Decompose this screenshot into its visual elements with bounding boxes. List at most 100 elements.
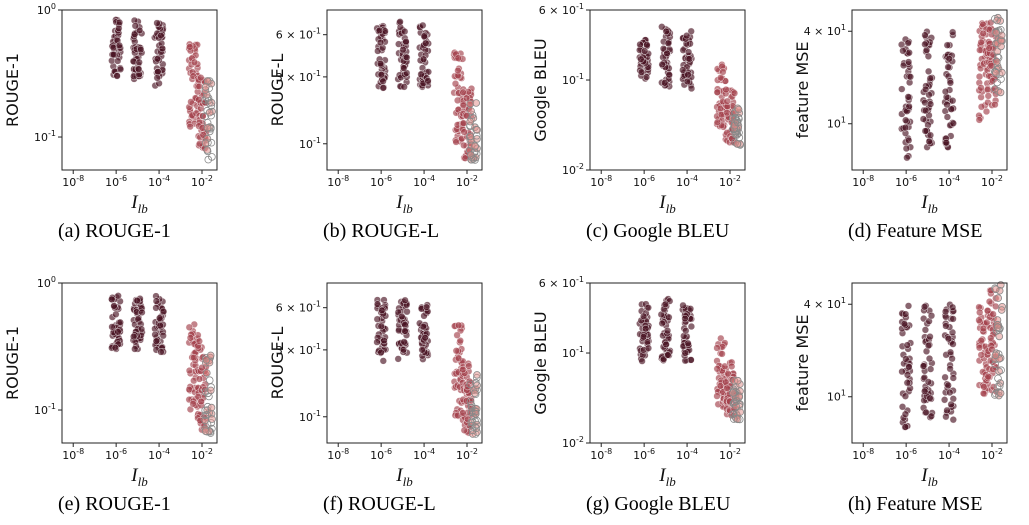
scatter-point xyxy=(989,77,997,85)
scatter-point xyxy=(901,123,910,132)
scatter-point xyxy=(197,397,205,406)
scatter-point xyxy=(189,400,197,408)
scatter-point xyxy=(713,344,721,352)
x-tick-label: 10-6 xyxy=(105,174,127,189)
scatter-point xyxy=(207,386,215,395)
scatter-point xyxy=(455,354,463,362)
y-tick-label: 10-1 xyxy=(562,345,584,360)
scatter-point xyxy=(732,397,741,405)
scatter-point xyxy=(641,47,649,55)
scatter-point xyxy=(452,138,460,146)
scatter-point xyxy=(687,322,696,331)
x-tick-label: 10-4 xyxy=(413,174,435,189)
scatter-point xyxy=(138,308,146,317)
scatter-point xyxy=(979,389,988,398)
plot-frame xyxy=(326,282,483,444)
scatter-point xyxy=(421,334,429,342)
scatter-point xyxy=(644,304,652,312)
x-tick-label: 10-6 xyxy=(895,447,917,462)
scatter-point xyxy=(158,44,167,53)
scatter-point xyxy=(661,300,670,308)
x-axis-label: Ilb xyxy=(395,192,413,216)
y-axis-label: ROUGE-L xyxy=(268,327,287,400)
x-tick-label: 10-6 xyxy=(105,447,127,462)
scatter-point xyxy=(401,27,409,36)
x-tick-label: 10-4 xyxy=(148,447,170,462)
scatter-point xyxy=(946,348,955,356)
scatter-point xyxy=(471,407,480,416)
scatter-point xyxy=(991,14,999,23)
scatter-point xyxy=(902,144,911,153)
scatter-point xyxy=(131,30,139,38)
scatter-point xyxy=(467,401,476,409)
scatter-point xyxy=(373,300,382,308)
x-tick-label: 10-2 xyxy=(191,447,213,462)
scatter-point xyxy=(187,98,195,106)
scatter-point xyxy=(993,383,1002,391)
scatter-point xyxy=(730,89,739,97)
scatter-point xyxy=(108,295,116,304)
scatter-point xyxy=(949,119,957,127)
scatter-point xyxy=(203,369,211,377)
scatter-point xyxy=(190,353,198,362)
scatter-point xyxy=(686,305,695,313)
scatter-point xyxy=(471,156,479,164)
scatter-point xyxy=(467,107,475,115)
scatter-point xyxy=(904,58,913,66)
scatter-point xyxy=(924,378,933,386)
scatter-point xyxy=(734,376,742,385)
scatter-point xyxy=(201,406,210,415)
scatter-point xyxy=(373,338,381,346)
x-tick-label: 10-8 xyxy=(590,447,612,462)
x-tick-label: 10-2 xyxy=(719,447,741,462)
scatter-point xyxy=(994,323,1002,331)
subfigure-caption: (b) ROUGE-L xyxy=(323,220,440,242)
scatter-point xyxy=(201,427,210,436)
scatter-point xyxy=(921,303,929,311)
scatter-point xyxy=(922,85,930,94)
scatter-point xyxy=(660,355,668,363)
scatter-point xyxy=(154,55,162,63)
scatter-point xyxy=(984,92,992,100)
scatter-point xyxy=(418,346,426,354)
x-tick-label: 10-2 xyxy=(981,447,1003,462)
scatter-point xyxy=(984,307,992,315)
x-tick-label: 10-6 xyxy=(633,447,655,462)
scatter-point xyxy=(197,74,205,82)
scatter-point xyxy=(947,400,955,408)
scatter-point xyxy=(109,43,118,52)
scatter-point xyxy=(713,392,721,400)
scatter-point xyxy=(190,58,199,66)
scatter-point xyxy=(718,350,726,358)
scatter-point xyxy=(944,381,952,389)
scatter-point xyxy=(115,18,124,27)
x-tick-label: 10-8 xyxy=(852,447,874,462)
scatter-point xyxy=(926,333,934,341)
y-tick-label: 3 × 10-1 xyxy=(276,342,321,357)
scatter-point xyxy=(904,39,912,47)
scatter-point xyxy=(731,398,739,406)
scatter-point xyxy=(904,302,913,310)
scatter-point xyxy=(922,106,930,115)
scatter-point xyxy=(460,128,468,136)
scatter-point xyxy=(977,84,985,92)
scatter-point xyxy=(157,31,165,40)
scatter-point xyxy=(378,306,386,315)
y-axis-label: feature MSE xyxy=(793,42,812,139)
plot-frame xyxy=(851,9,1008,171)
scatter-point xyxy=(638,357,646,365)
x-tick-label: 10-4 xyxy=(676,447,698,462)
scatter-point xyxy=(733,415,742,424)
x-tick-label: 10-2 xyxy=(191,174,213,189)
scatter-point xyxy=(422,39,430,47)
scatter-point xyxy=(472,99,481,107)
scatter-point xyxy=(468,426,477,435)
scatter-point xyxy=(201,83,210,91)
scatter-point xyxy=(728,362,736,371)
scatter-point xyxy=(949,374,957,382)
scatter-point xyxy=(921,40,929,48)
x-tick-label: 10-8 xyxy=(852,174,874,189)
scatter-point xyxy=(663,49,671,58)
x-tick-label: 10-2 xyxy=(456,174,478,189)
scatter-point xyxy=(949,303,957,311)
